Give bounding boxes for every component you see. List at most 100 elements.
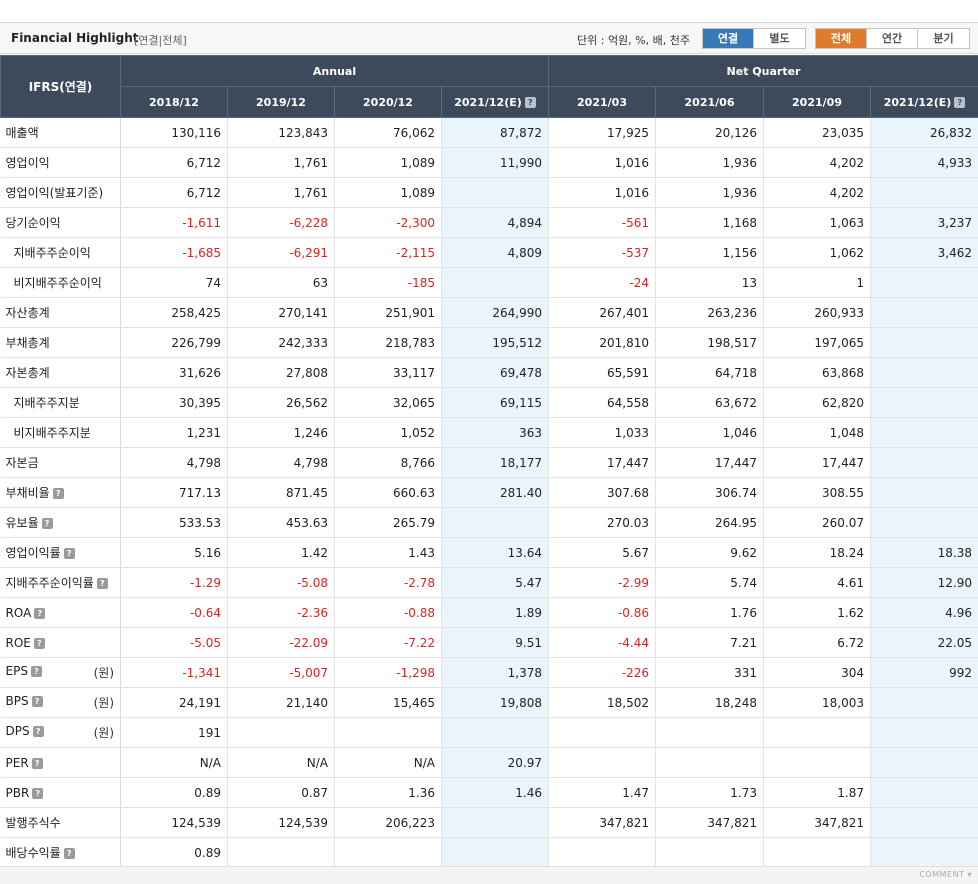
footer-bar: COMMENT ▾ (0, 866, 978, 884)
table-cell: 197,065 (763, 327, 872, 358)
basis-consolidated-button[interactable]: 연결 (703, 29, 754, 48)
help-icon[interactable]: ? (32, 787, 44, 799)
table-cell: 4,933 (870, 147, 978, 178)
table-cell: 123,843 (227, 117, 335, 148)
table-cell (870, 447, 978, 478)
row-label: 매출액 (5, 126, 39, 140)
table-cell: 9.51 (441, 627, 550, 658)
table-cell: 23,035 (763, 117, 872, 148)
table-cell: 206,223 (334, 807, 442, 838)
table-cell (441, 177, 550, 208)
table-cell: 1,231 (120, 417, 228, 448)
basis-separate-button[interactable]: 별도 (769, 32, 790, 45)
table-cell (441, 717, 550, 748)
table-row: 비지배주주순이익 74 63 -185 -24 13 1 (0, 267, 978, 298)
row-label-cell: 부채총계 (0, 327, 121, 358)
help-icon[interactable]: ? (524, 96, 536, 108)
table-cell: -0.86 (548, 597, 657, 628)
table-cell: 306.74 (655, 477, 765, 508)
table-cell: 124,539 (120, 807, 228, 838)
table-cell: 4,798 (227, 447, 335, 478)
row-label-cell: 유보율? (0, 507, 121, 538)
table-cell: -1.29 (120, 567, 228, 598)
row-label: EPS (5, 664, 28, 678)
period-all-button[interactable]: 전체 (816, 29, 867, 48)
table-cell: 1.62 (763, 597, 872, 628)
help-icon[interactable]: ? (41, 518, 53, 529)
help-icon[interactable]: ? (63, 848, 75, 859)
table-row: 영업이익(발표기준) 6,712 1,761 1,089 1,016 1,936 4,202 (0, 177, 978, 208)
table-cell: 1,016 (548, 147, 657, 178)
table-row: 당기순이익 -1,611 -6,228 -2,300 4,894 -561 1,168 1,0… (0, 207, 978, 238)
table-cell: 201,810 (548, 327, 657, 358)
table-cell: -1,611 (120, 207, 228, 238)
table-cell (655, 837, 765, 868)
help-icon[interactable]: ? (52, 488, 64, 499)
table-cell: 63,672 (655, 387, 765, 418)
table-cell: 270.03 (548, 507, 657, 538)
table-cell: 264.95 (655, 507, 765, 538)
help-icon[interactable]: ? (32, 726, 44, 737)
help-icon[interactable]: ? (31, 757, 43, 769)
table-cell (441, 807, 550, 838)
table-cell: 24,191 (120, 687, 228, 718)
table-cell: 62,820 (763, 387, 872, 418)
table-cell: 26,832 (870, 117, 978, 148)
table-cell: -2,115 (334, 237, 442, 268)
table-cell: 17,447 (548, 447, 657, 478)
table-cell (870, 477, 978, 508)
table-cell: 1,016 (548, 177, 657, 208)
table-cell: 1,761 (227, 177, 335, 208)
table-cell: 1,156 (655, 237, 765, 268)
table-row: ROE? -5.05 -22.09 -7.22 9.51 -4.44 7.21 6.72 22.… (0, 627, 978, 658)
table-cell: 191 (120, 717, 228, 748)
table-cell: 1.36 (334, 777, 442, 808)
table-cell: 1,378 (441, 657, 550, 688)
table-cell: 4,894 (441, 207, 550, 238)
table-cell: 264,990 (441, 297, 550, 328)
help-icon[interactable]: ? (33, 637, 45, 649)
comment-toggle[interactable]: COMMENT ▾ (919, 870, 972, 879)
table-cell: 7.21 (655, 627, 765, 658)
table-cell (870, 357, 978, 388)
period-quarter-button[interactable]: 분기 (933, 32, 954, 45)
table-row: 자본금 4,798 4,798 8,766 18,177 17,447 17,447 17,4… (0, 447, 978, 478)
help-icon[interactable]: ? (30, 666, 42, 677)
table-row: 지배주주순이익 -1,685 -6,291 -2,115 4,809 -537 1,156 1… (0, 237, 978, 268)
table-cell (870, 687, 978, 718)
table-cell: -2,300 (334, 207, 442, 238)
table-cell: -22.09 (227, 627, 335, 658)
table-cell: -6,228 (227, 207, 335, 238)
help-icon[interactable]: ? (96, 578, 108, 589)
row-label-cell: PBR? (0, 777, 121, 808)
row-label-cell: 매출액 (0, 117, 121, 148)
table-cell: 5.47 (441, 567, 550, 598)
help-icon[interactable]: ? (34, 607, 46, 619)
table-cell: 0.87 (227, 777, 335, 808)
help-icon[interactable]: ? (954, 96, 966, 108)
table-row: DPS? (원) 191 (0, 717, 978, 748)
table-row: 자본총계 31,626 27,808 33,117 69,478 65,591 64,718… (0, 357, 978, 388)
table-cell: 260,933 (763, 297, 872, 328)
table-cell (227, 837, 335, 868)
row-label: PBR (5, 785, 30, 800)
help-icon[interactable]: ? (31, 696, 43, 707)
row-label-cell: 자본총계 (0, 357, 121, 388)
table-row: EPS? (원) -1,341 -5,007 -1,298 1,378 -226 331 304… (0, 657, 978, 688)
table-cell: -185 (334, 267, 442, 298)
table-cell (870, 837, 978, 868)
table-cell (548, 747, 657, 778)
table-cell: 87,872 (441, 117, 550, 148)
row-label-cell: 비지배주주지분 (0, 417, 121, 448)
table-cell: -1,341 (120, 657, 228, 688)
row-label: 부채총계 (5, 336, 50, 350)
help-icon[interactable]: ? (63, 548, 75, 559)
table-cell: 258,425 (120, 297, 228, 328)
table-cell: 5.16 (120, 537, 228, 568)
table-cell: 347,821 (655, 807, 765, 838)
table-cell: 74 (120, 267, 228, 298)
financial-highlight-table: IFRS(연결) Annual Net Quarter 2018/12 2019/… (0, 55, 978, 868)
table-cell: -2.78 (334, 567, 442, 598)
table-cell: 63 (227, 267, 335, 298)
period-annual-button[interactable]: 연간 (867, 29, 918, 48)
